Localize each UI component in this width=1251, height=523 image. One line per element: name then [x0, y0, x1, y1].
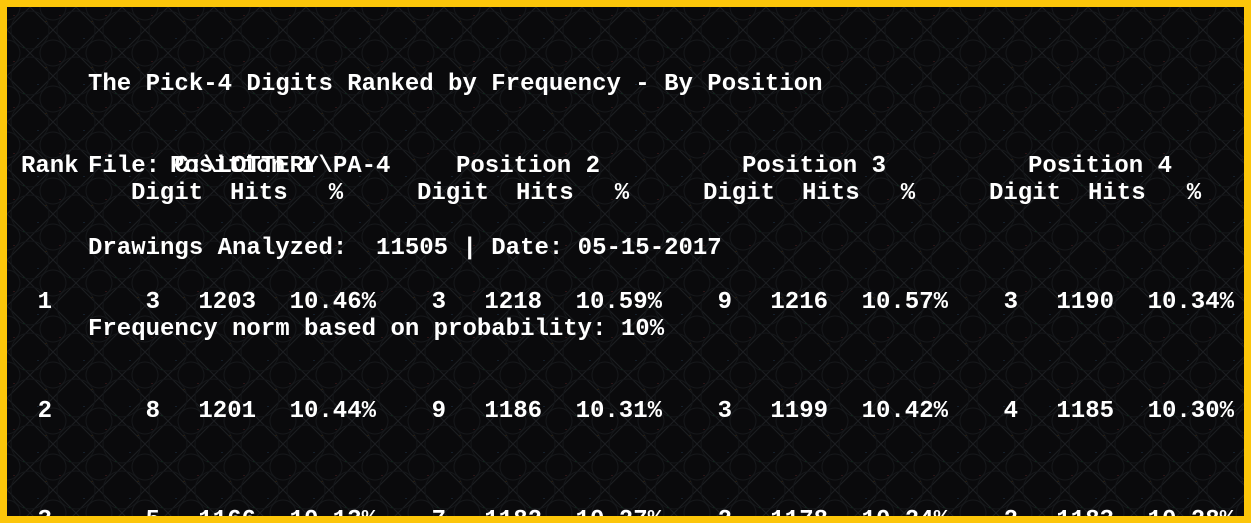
pos4-percent: 10.34%: [1147, 289, 1234, 317]
pos4-hits: 1190: [1056, 289, 1114, 317]
pos3-hits: 1216: [770, 289, 828, 317]
digit-header: Digit: [703, 180, 776, 208]
position-4-header: Position 4: [1027, 153, 1173, 180]
pos3-hits: 1199: [770, 398, 828, 426]
pos1-percent: 10.13%: [289, 507, 376, 523]
pos3-percent: 10.24%: [861, 507, 948, 523]
pos4-digit: 4: [1003, 398, 1018, 426]
pos4-percent: 10.30%: [1147, 398, 1234, 426]
report-file-path: File: C:\LOTTERY\PA-4: [88, 153, 391, 180]
column-subheader-row: Digit Hits % Digit Hits % Digit Hits % D…: [7, 180, 1244, 207]
pos1-digit: 8: [145, 398, 160, 426]
pos2-digit: 3: [431, 289, 446, 317]
pos2-percent: 10.59%: [575, 289, 662, 317]
report-content: The Pick-4 Digits Ranked by Frequency - …: [7, 7, 1244, 516]
pos3-digit: 2: [717, 507, 732, 523]
pos2-hits: 1186: [484, 398, 542, 426]
pos1-percent: 10.46%: [289, 289, 376, 317]
table-row: 2 8 1201 10.44% 9 1186 10.31% 3 1199 10.…: [7, 398, 1244, 425]
pos4-digit: 3: [1003, 289, 1018, 317]
pos3-digit: 3: [717, 398, 732, 426]
pos2-digit: 7: [431, 507, 446, 523]
pos1-hits: 1203: [198, 289, 256, 317]
position-3-header: Position 3: [741, 153, 887, 180]
report-title: The Pick-4 Digits Ranked by Frequency - …: [88, 71, 823, 99]
frequency-table-body: 1 3 1203 10.46% 3 1218 10.59% 9 1216 10.…: [7, 235, 1244, 523]
rank-value: 3: [37, 507, 52, 523]
position-1-header: Position 1: [169, 153, 315, 180]
pos2-hits: 1182: [484, 507, 542, 523]
pos1-hits: 1201: [198, 398, 256, 426]
digit-header: Digit: [131, 180, 204, 208]
digit-header: Digit: [417, 180, 490, 208]
pos3-hits: 1178: [770, 507, 828, 523]
pos1-percent: 10.44%: [289, 398, 376, 426]
pos4-digit: 2: [1003, 507, 1018, 523]
report-drawings-analyzed: Drawings Analyzed: 11505 | Date: 05-15-2…: [88, 234, 722, 262]
pos2-digit: 9: [431, 398, 446, 426]
report-header: The Pick-4 Digits Ranked by Frequency - …: [88, 17, 823, 398]
hits-header: Hits: [516, 180, 574, 208]
pos3-percent: 10.57%: [861, 289, 948, 317]
pos2-percent: 10.27%: [575, 507, 662, 523]
pos4-hits: 1185: [1056, 398, 1114, 426]
percent-header: %: [328, 180, 344, 208]
pos2-hits: 1218: [484, 289, 542, 317]
background-texture: [7, 7, 1244, 516]
rank-header: Rank: [21, 153, 79, 180]
rank-value: 1: [37, 289, 52, 317]
pos4-percent: 10.28%: [1147, 507, 1234, 523]
column-group-header-row: Rank Position 1 Position 2 Position 3 Po…: [7, 153, 1244, 180]
percent-header: %: [614, 180, 630, 208]
percent-header: %: [1186, 180, 1202, 208]
hits-header: Hits: [230, 180, 288, 208]
report-frequency-norm: Frequency norm based on probability: 10%: [88, 316, 665, 344]
pos2-percent: 10.31%: [575, 398, 662, 426]
pos1-digit: 3: [145, 289, 160, 317]
percent-header: %: [900, 180, 916, 208]
digit-header: Digit: [989, 180, 1062, 208]
hits-header: Hits: [1088, 180, 1146, 208]
position-2-header: Position 2: [455, 153, 601, 180]
pos3-percent: 10.42%: [861, 398, 948, 426]
pos3-digit: 9: [717, 289, 732, 317]
pos4-hits: 1183: [1056, 507, 1114, 523]
table-row: 3 5 1166 10.13% 7 1182 10.27% 2 1178 10.…: [7, 507, 1244, 523]
hits-header: Hits: [802, 180, 860, 208]
pos1-digit: 5: [145, 507, 160, 523]
rank-value: 2: [37, 398, 52, 426]
pos1-hits: 1166: [198, 507, 256, 523]
table-row: 1 3 1203 10.46% 3 1218 10.59% 9 1216 10.…: [7, 289, 1244, 316]
